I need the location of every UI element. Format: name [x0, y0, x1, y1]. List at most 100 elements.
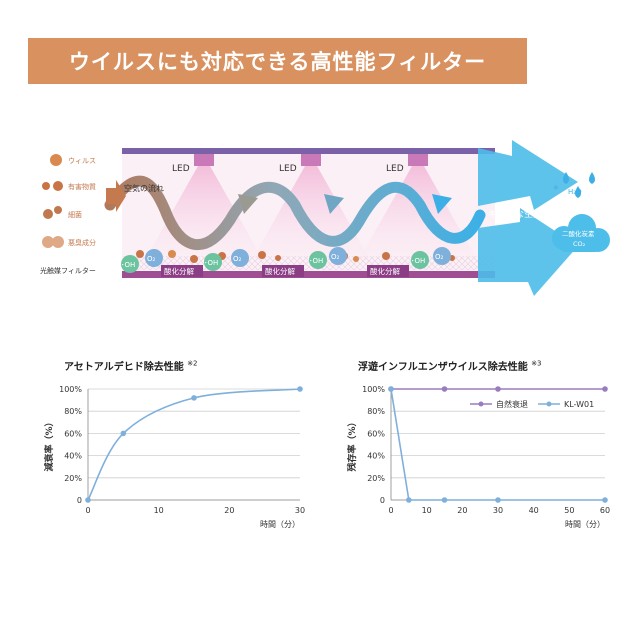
data-point [120, 430, 127, 437]
data-point [441, 497, 448, 503]
x-tick-label: 20 [457, 506, 467, 515]
o2-bubble: O₂ [329, 247, 347, 265]
decompose-tag: 酸化分解 [262, 265, 304, 277]
x-tick-label: 30 [295, 506, 305, 515]
data-point [388, 386, 394, 392]
snowflake-icon: ✳ [553, 184, 559, 192]
x-axis-label: 時間（分） [260, 520, 300, 529]
x-tick-label: 20 [224, 506, 234, 515]
x-tick-label: 10 [154, 506, 164, 515]
y-tick-label: 100% [59, 385, 82, 394]
y-tick-label: 60% [64, 429, 82, 438]
data-point [495, 386, 501, 392]
legend-label: KL-W01 [564, 400, 594, 409]
svg-text:CO₂: CO₂ [573, 240, 586, 248]
svg-text:酸化分解: 酸化分解 [265, 266, 295, 276]
data-point [602, 497, 608, 503]
data-point [602, 386, 608, 392]
legend-marker [546, 401, 552, 407]
data-point [85, 497, 91, 503]
svg-text:O₂: O₂ [331, 253, 340, 261]
y-tick-label: 100% [362, 385, 385, 394]
svg-text:･OH: ･OH [121, 261, 135, 269]
svg-text:O₂: O₂ [233, 255, 242, 263]
flow-arrowhead [432, 194, 452, 214]
led-lamp [301, 154, 321, 166]
chart2-title: 浮遊インフルエンザウイルス除去性能 ※3 [358, 359, 542, 373]
top-rail [122, 148, 495, 154]
x-tick-label: 0 [388, 506, 393, 515]
series-line [87, 388, 301, 501]
headline-banner: ウイルスにも対応できる高性能フィルター [28, 38, 527, 84]
water-label: H₂O [568, 188, 582, 196]
water-drop-icon [563, 172, 595, 198]
x-tick-label: 60 [600, 506, 610, 515]
y-tick-label: 40% [367, 452, 385, 461]
y-axis-label: 残存率（%） [346, 417, 358, 471]
y-tick-label: 60% [367, 429, 385, 438]
led-label: LED [386, 164, 404, 174]
odor-icon [52, 236, 64, 248]
x-tick-label: 10 [422, 506, 432, 515]
harmful-substance-icon [53, 181, 63, 191]
led-lamp [194, 154, 214, 166]
y-tick-label: 80% [367, 407, 385, 416]
y-tick-label: 20% [367, 474, 385, 483]
oh-bubble: ･OH [309, 251, 327, 269]
outlet-arrow-up [478, 140, 578, 210]
bacteria-icon [54, 206, 62, 214]
led-label: LED [279, 164, 297, 174]
odor-icon [42, 236, 54, 248]
o2-bubble: O₂ [231, 249, 249, 267]
svg-text:･OH: ･OH [309, 257, 323, 265]
clean-air-label: キレイな空気 [488, 208, 542, 220]
legend-label-bacteria: 細菌 [68, 210, 82, 219]
data-point [441, 386, 448, 392]
y-axis-label: 減衰率（%） [43, 417, 55, 471]
x-tick-label: 40 [529, 506, 539, 515]
harmful-substance-icon [42, 182, 50, 190]
svg-text:酸化分解: 酸化分解 [164, 266, 194, 276]
x-tick-label: 50 [564, 506, 574, 515]
led-lamp [408, 154, 428, 166]
headline-text: ウイルスにも対応できる高性能フィルター [68, 50, 487, 74]
flow-arrowhead [324, 194, 344, 214]
svg-text:･OH: ･OH [411, 257, 425, 265]
y-tick-label: 0 [380, 496, 385, 505]
y-tick-label: 40% [64, 452, 82, 461]
bacteria-icon [43, 209, 53, 219]
decompose-tag: 酸化分解 [367, 265, 409, 277]
decompose-tag: 酸化分解 [161, 265, 203, 277]
svg-text:酸化分解: 酸化分解 [370, 266, 400, 276]
outlet-arrow-down [478, 208, 578, 296]
svg-text:二酸化炭素: 二酸化炭素 [562, 229, 595, 238]
svg-text:･OH: ･OH [204, 259, 218, 267]
oh-bubble: ･OH [204, 253, 222, 271]
oh-bubble: ･OH [121, 255, 139, 273]
y-tick-label: 80% [64, 407, 82, 416]
flow-arrowhead [238, 194, 258, 214]
legend-label-harmful: 有害物質 [68, 182, 96, 191]
air-flow-wave [104, 175, 486, 251]
legend-label: 自然衰退 [496, 399, 528, 409]
led-label: LED [172, 164, 190, 174]
legend-label-odor: 悪臭成分 [68, 238, 96, 247]
pollutant-legend: ウィルス 有害物質 細菌 悪臭成分 [42, 154, 96, 248]
photocatalyst-filter-bar [122, 271, 495, 278]
virus-icon [50, 154, 62, 166]
chart1-title: アセトアルデヒド除去性能 ※2 [64, 359, 198, 373]
air-flow-label: 空気の流れ [124, 183, 164, 193]
legend-label-virus: ウィルス [68, 157, 96, 165]
o2-bubble: O₂ [433, 247, 451, 265]
x-tick-label: 30 [493, 506, 503, 515]
data-point [495, 497, 501, 503]
co2-cloud: 二酸化炭素 CO₂ [552, 214, 610, 252]
oh-bubble: ･OH [411, 251, 429, 269]
data-point [191, 395, 197, 401]
svg-text:O₂: O₂ [147, 255, 156, 263]
x-tick-label: 0 [85, 506, 90, 515]
legend-marker [478, 401, 484, 407]
inlet-arrow [106, 180, 126, 212]
